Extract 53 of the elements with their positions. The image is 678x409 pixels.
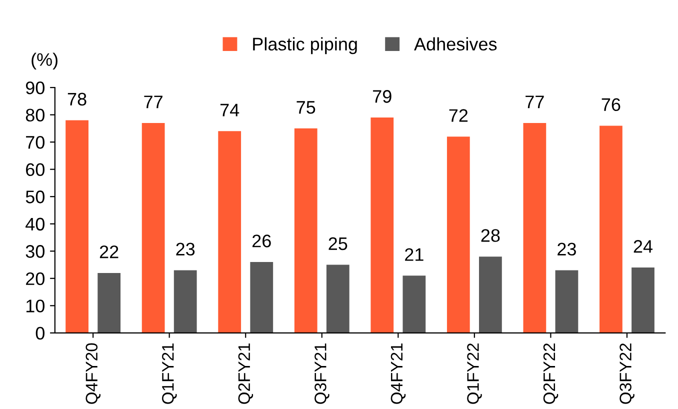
data-label: 78 — [68, 92, 86, 106]
y-tick-label: 50 — [26, 190, 44, 204]
data-label: 21 — [405, 248, 424, 261]
bar — [218, 131, 242, 333]
x-tick-label: Q2FY22 — [543, 343, 558, 404]
x-tick-label: Q1FY22 — [467, 343, 482, 404]
y-tick-label: 40 — [26, 218, 44, 231]
y-tick-label: 60 — [26, 163, 44, 176]
data-label: 23 — [176, 242, 195, 256]
bar — [446, 136, 470, 333]
y-tick-label: 30 — [26, 245, 44, 258]
y-tick-label: 10 — [26, 300, 44, 312]
data-label: 74 — [220, 104, 240, 116]
data-label: 75 — [296, 101, 316, 114]
data-label: 26 — [252, 234, 271, 248]
data-label: 24 — [634, 240, 653, 253]
y-tick-label: 90 — [26, 81, 44, 94]
x-tick-label: Q3FY21 — [314, 343, 330, 404]
legend-label: Plastic piping — [253, 37, 357, 54]
data-label: 77 — [526, 96, 544, 108]
bar — [479, 256, 502, 333]
data-label: 76 — [602, 98, 620, 112]
data-label: 77 — [144, 96, 162, 108]
bar — [370, 118, 394, 333]
y-tick-label: 80 — [26, 108, 44, 122]
data-label: 79 — [373, 90, 392, 103]
y-tick-label: 0 — [36, 326, 44, 340]
data-label: 25 — [328, 237, 348, 250]
data-label: 72 — [449, 109, 468, 122]
bar — [523, 122, 546, 333]
bar — [142, 122, 165, 333]
bar — [250, 262, 274, 333]
data-label: 22 — [100, 245, 118, 258]
bar — [600, 126, 622, 333]
bar — [174, 270, 197, 333]
bar — [632, 267, 654, 333]
bar — [98, 272, 121, 333]
bar — [555, 270, 578, 333]
y-tick-label: 70 — [26, 136, 44, 149]
data-label: 28 — [481, 229, 500, 242]
bar — [326, 264, 350, 333]
y-tick-label: 20 — [26, 272, 44, 286]
x-tick-label: Q4FY21 — [390, 343, 406, 404]
y-axis-title: (%) — [32, 52, 58, 70]
x-tick-label: Q2FY21 — [238, 343, 254, 404]
x-tick-label: Q3FY22 — [620, 343, 634, 404]
x-tick-label: Q4FY20 — [86, 343, 101, 404]
bar — [402, 276, 426, 333]
bar — [66, 120, 88, 333]
x-tick-label: Q1FY21 — [162, 343, 177, 404]
bar — [294, 128, 318, 333]
legend-label: Adhesives — [414, 37, 497, 51]
data-label: 23 — [558, 242, 576, 256]
